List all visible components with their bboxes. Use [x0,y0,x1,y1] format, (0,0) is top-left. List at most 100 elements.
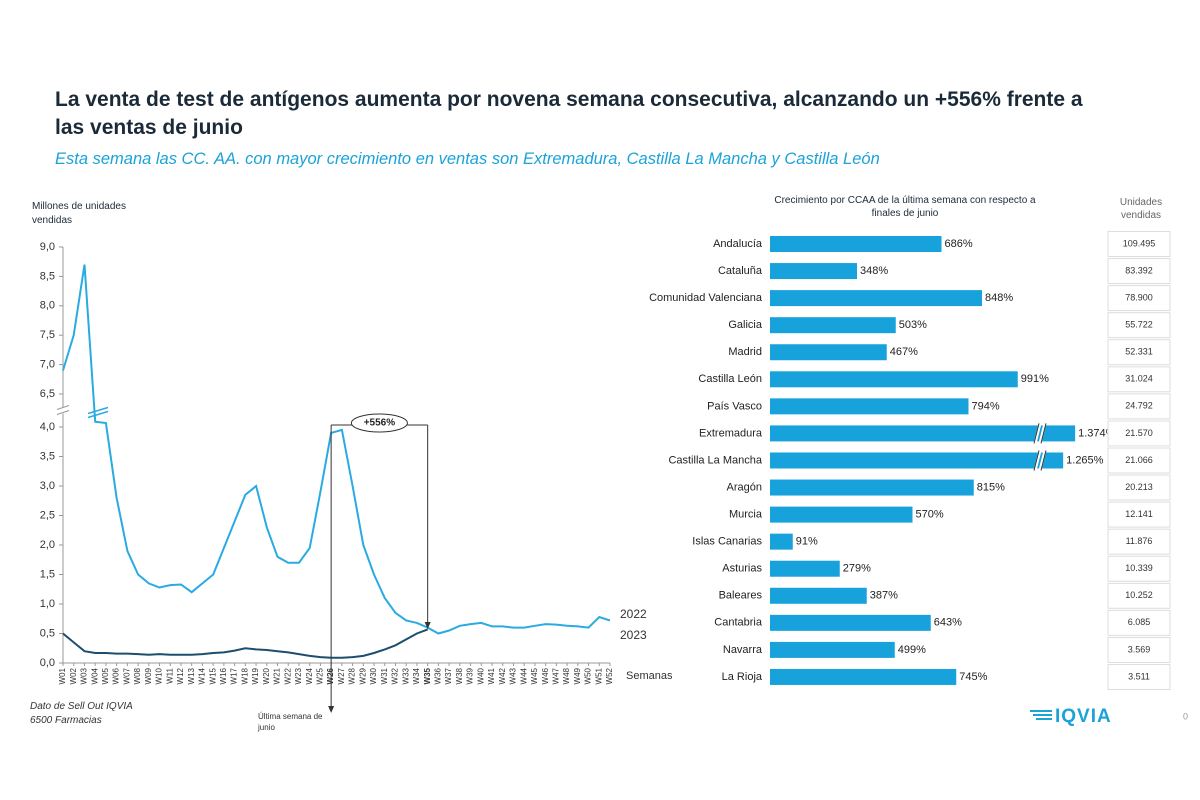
table-value: 10.339 [1125,563,1153,573]
table-cell [1107,339,1171,366]
category-label: Comunidad Valenciana [649,292,763,304]
axis-break [56,405,70,415]
x-tick-label: W46 [541,667,550,684]
x-tick-label: W47 [551,667,560,684]
category-label: Cantabria [714,617,763,629]
table-cell [1107,285,1171,312]
table-value: 10.252 [1125,590,1153,600]
value-label: 348% [860,265,888,277]
value-label: 503% [899,319,927,331]
value-label: 279% [843,563,871,575]
x-tick-label: W32 [391,667,400,684]
table-value: 31.024 [1125,374,1153,384]
axis-break [57,407,69,414]
x-tick-label: W35 [423,667,432,684]
table-value: 109.495 [1123,238,1156,248]
category-label: Madrid [728,346,762,358]
table-value: 24.792 [1125,401,1153,411]
bar [770,425,1076,442]
category-label: Murcia [729,509,763,521]
table-value: 83.392 [1125,265,1153,275]
callout-oval [350,413,408,433]
value-label: 467% [890,346,918,358]
table-value: 11.876 [1126,536,1153,546]
table-cell [1107,231,1171,257]
source-line: Dato de Sell Out IQVIA [30,701,133,712]
series-label: 2023 [620,628,647,642]
table-value: 52.331 [1125,347,1153,357]
category-label: Islas Canarias [692,536,762,548]
bar [770,533,793,550]
x-tick-label: W28 [348,667,357,684]
category-label: Galicia [728,319,763,331]
category-label: Castilla La Mancha [668,454,762,466]
table-value: 55.722 [1125,320,1153,330]
value-label: 643% [934,617,962,629]
x-tick-label: W36 [434,667,443,684]
table-value: 78.900 [1125,292,1153,302]
bar [770,398,969,415]
x-tick-label: W01 [58,667,67,684]
y-tick-label: 7,5 [40,329,55,341]
value-label: 991% [1021,373,1049,385]
title: La venta de test de antígenos aumenta po… [55,88,1083,139]
x-tick-label: W52 [605,667,614,684]
x-tick-label: W27 [337,667,346,684]
x-tick-label: W43 [509,667,518,684]
bar [770,560,840,577]
category-label: Aragón [727,481,762,493]
y-tick-label: 2,5 [40,509,55,521]
x-tick-label: W34 [412,667,421,684]
x-tick-label: W50 [584,667,593,684]
page-number: 0 [1183,711,1188,721]
table-cell [1107,636,1171,663]
value-label: 570% [916,509,944,521]
x-tick-label: W06 [112,667,121,684]
y-tick-label: 8,0 [40,300,55,312]
table-value: 3.511 [1128,671,1150,681]
y-tick-label: 2,0 [40,539,55,551]
value-label: 794% [972,400,1000,412]
bar-break [1033,450,1047,471]
table-value: 3.569 [1128,644,1151,654]
x-tick-label: W13 [187,667,196,684]
table-value: 20.213 [1125,482,1153,492]
x-tick-label: W12 [176,667,185,684]
x-tick-label: W23 [294,667,303,684]
bar [770,290,982,307]
table-cell [1107,366,1171,393]
y-tick-label: 6,5 [40,388,55,400]
bar [770,614,931,631]
y-tick-label: 1,0 [40,598,55,610]
bar-break [1033,423,1047,444]
value-label: 499% [898,644,926,656]
x-tick-label: W33 [401,667,410,684]
arrow [424,622,431,629]
y-tick-label: 9,0 [40,241,55,253]
x-tick-label: W14 [198,667,207,684]
x-tick-label: W04 [90,667,99,684]
table-value: 21.066 [1125,455,1153,465]
y-tick-label: 8,5 [40,270,55,282]
category-label: Extremadura [699,427,763,439]
category-label: Castilla León [698,373,762,385]
value-label: 686% [945,238,973,250]
table-cell [1107,555,1171,582]
x-tick-label: W48 [562,667,571,684]
x-tick-label: W42 [498,667,507,684]
source-line: 6500 Farmacias [30,715,102,726]
x-tick-label: W16 [219,667,228,684]
x-tick-label: W51 [594,667,603,684]
x-tick-label: W41 [487,667,496,684]
category-label: Navarra [723,644,763,656]
series-label: 2022 [620,607,647,621]
line-series [62,264,611,635]
y-tick-label: 1,5 [40,568,55,580]
x-tick-label: W20 [262,667,271,684]
logo-stripe [1036,718,1052,720]
x-tick-label: W44 [519,667,528,684]
value-label: 91% [796,536,818,548]
table-cell [1107,420,1171,447]
x-tick-label: W22 [283,667,292,684]
